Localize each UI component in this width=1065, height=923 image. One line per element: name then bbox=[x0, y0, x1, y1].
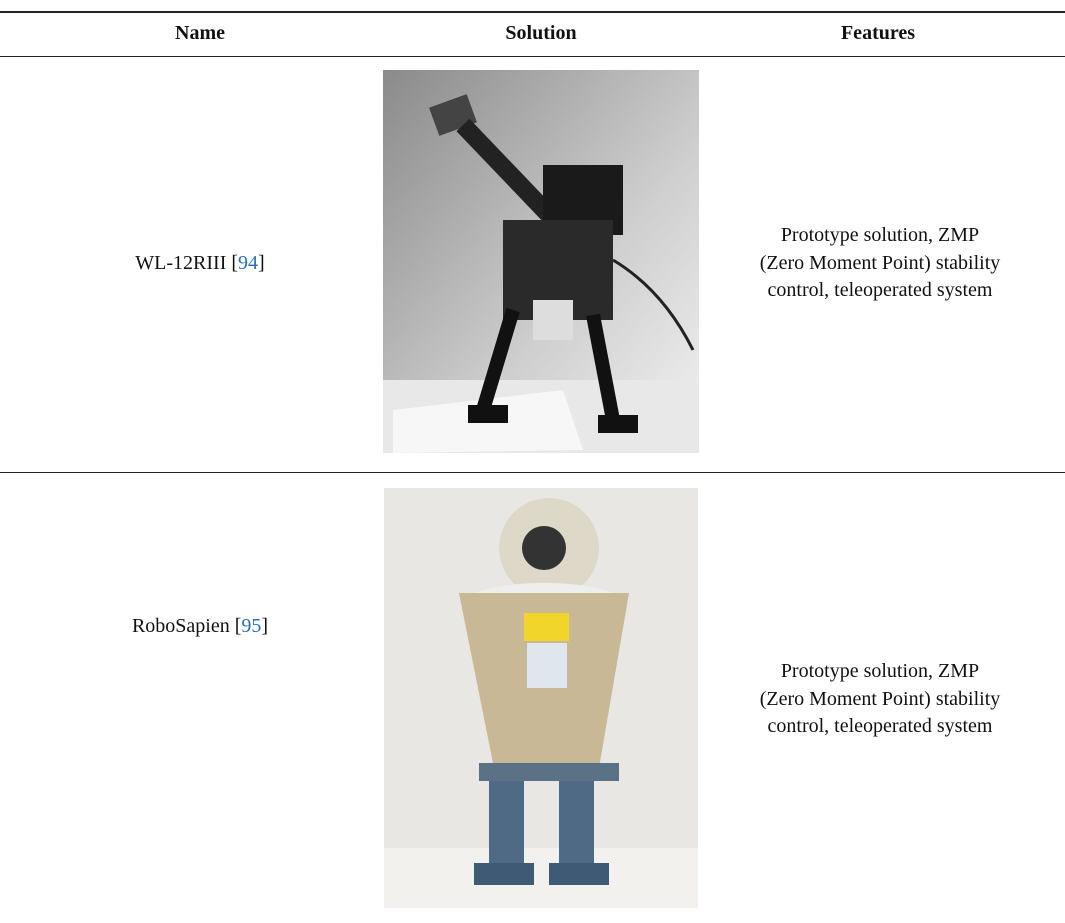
cite-bracket: [ bbox=[231, 252, 239, 274]
header-cell: Features bbox=[840, 22, 916, 44]
features-cell: Prototype solution, ZMP (Zero Moment Poi… bbox=[720, 658, 1040, 741]
features-line: Prototype solution, ZMP bbox=[780, 660, 980, 682]
cite-bracket: ] bbox=[258, 252, 265, 274]
row-rule bbox=[0, 472, 1065, 473]
features-line: control, teleoperated system bbox=[767, 279, 993, 301]
cite-bracket: ] bbox=[261, 615, 269, 637]
header-cell: Name bbox=[175, 22, 225, 44]
features-line: (Zero Moment Point) stability bbox=[759, 687, 1001, 710]
header-cell: Solution bbox=[505, 22, 577, 44]
robot-name: WL-12RIII bbox=[135, 252, 227, 274]
citation[interactable]: 95 bbox=[241, 615, 262, 637]
header-rule bbox=[0, 56, 1065, 57]
features-cell: Prototype solution, ZMP (Zero Moment Poi… bbox=[720, 222, 1040, 305]
robot-photo bbox=[384, 488, 698, 908]
name-cell: WL-12RIII [94] bbox=[35, 252, 365, 275]
robot-name: RoboSapien bbox=[131, 615, 230, 637]
robot-photo bbox=[383, 70, 699, 453]
citation[interactable]: 94 bbox=[238, 252, 259, 274]
features-line: control, teleoperated system bbox=[767, 715, 993, 737]
top-rule bbox=[0, 11, 1065, 13]
name-cell: RoboSapien [95] bbox=[35, 615, 365, 638]
features-line: Prototype solution, ZMP bbox=[780, 224, 980, 246]
cite-bracket: [ bbox=[234, 615, 242, 637]
features-line: (Zero Moment Point) stability bbox=[759, 251, 1001, 274]
